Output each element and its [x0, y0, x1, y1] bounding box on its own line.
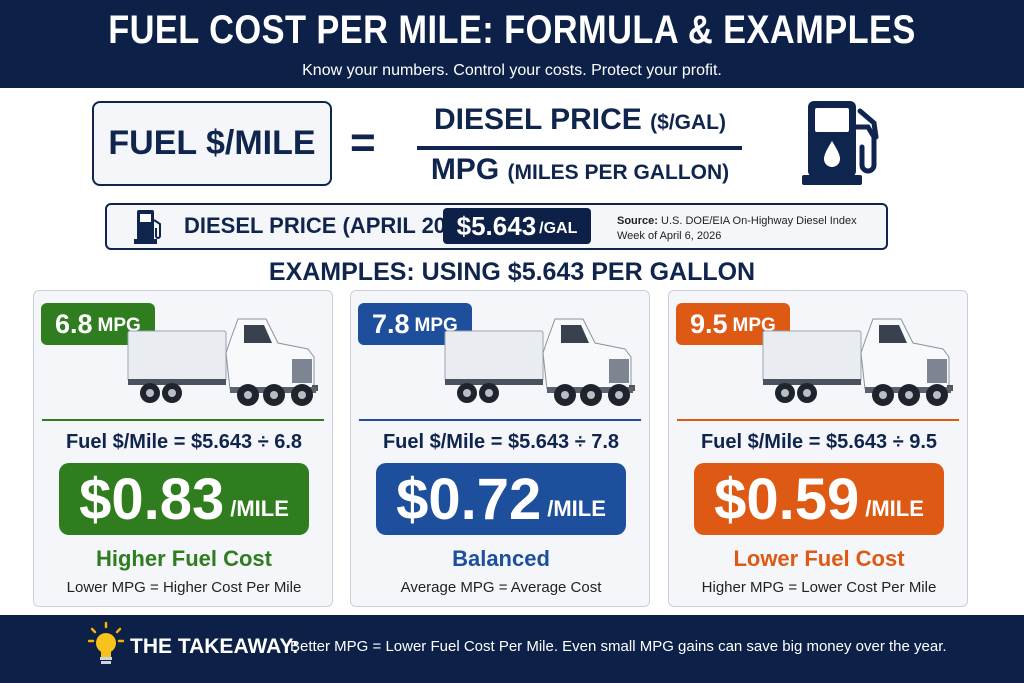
- divider: [42, 419, 324, 421]
- result-box: $0.59/MILE: [694, 463, 944, 535]
- fuel-pump-icon: [802, 101, 879, 185]
- truck-icon: [444, 318, 635, 406]
- equation: Fuel $/Mile = $5.643 ÷ 7.8: [382, 431, 620, 453]
- subtitle: Know your numbers. Control your costs. P…: [302, 62, 722, 79]
- mpg-unit: MPG: [97, 314, 141, 336]
- result-box: $0.83/MILE: [59, 463, 309, 535]
- example-card: 9.5 MPG Fuel $/Mile = $5.643 ÷ 9.5 $0.59/…: [668, 290, 968, 607]
- denominator-text: MPG: [430, 153, 500, 186]
- mpg-value: 6.8: [55, 308, 93, 339]
- denominator-unit: (MILES PER GALLON): [507, 161, 730, 184]
- source-label: Source:: [617, 215, 658, 227]
- result-unit: /MILE: [230, 496, 289, 521]
- mpg-value: 9.5: [690, 308, 728, 339]
- result-unit: /MILE: [865, 496, 924, 521]
- verdict: Lower Fuel Cost: [733, 546, 905, 571]
- price-value-box: $5.643/GAL: [443, 208, 591, 244]
- price-unit: /GAL: [539, 220, 578, 237]
- verdict: Higher Fuel Cost: [95, 546, 272, 571]
- example-card: 6.8 MPG Fuel $/Mile = $5.643 ÷ 6.8 $0.83/…: [33, 290, 333, 607]
- small-pump-icon: [134, 210, 161, 244]
- source-text: U.S. DOE/EIA On-Highway Diesel Index: [661, 215, 857, 227]
- mpg-badge: 6.8 MPG: [41, 303, 155, 345]
- result-box: $0.72/MILE: [376, 463, 626, 535]
- bulb-icon: [88, 621, 124, 664]
- result-value: $0.83: [79, 466, 225, 532]
- numerator: DIESEL PRICE ($/GAL): [420, 103, 740, 137]
- result-unit: /MILE: [547, 496, 606, 521]
- result-value: $0.59: [714, 466, 860, 532]
- header: [0, 0, 1024, 88]
- title: FUEL COST PER MILE: FORMULA & EXAMPLES: [108, 8, 916, 52]
- numerator-text: DIESEL PRICE: [433, 103, 642, 136]
- denominator: MPG (MILES PER GALLON): [420, 153, 740, 187]
- verdict: Balanced: [452, 546, 550, 571]
- note: Lower MPG = Higher Cost Per Mile: [66, 579, 302, 596]
- equation: Fuel $/Mile = $5.643 ÷ 6.8: [65, 431, 303, 453]
- note: Average MPG = Average Cost: [400, 579, 602, 596]
- equation: Fuel $/Mile = $5.643 ÷ 9.5: [700, 431, 938, 453]
- result-value: $0.72: [396, 466, 542, 532]
- divider: [359, 419, 641, 421]
- price-value: $5.643: [456, 210, 537, 241]
- examples-title: EXAMPLES: USING $5.643 PER GALLON: [268, 258, 756, 286]
- footer: [0, 615, 1024, 683]
- formula-left: FUEL $/MILE: [92, 101, 332, 186]
- equals-sign: =: [350, 118, 376, 167]
- numerator-unit: ($/GAL): [650, 111, 726, 134]
- fraction-line: [417, 146, 742, 150]
- takeaway-text: Better MPG = Lower Fuel Cost Per Mile. E…: [290, 638, 947, 655]
- note: Higher MPG = Lower Cost Per Mile: [701, 579, 937, 596]
- takeaway-label: THE TAKEAWAY:: [130, 635, 299, 658]
- source: Source: U.S. DOE/EIA On-Highway Diesel I…: [617, 214, 857, 244]
- mpg-unit: MPG: [414, 314, 458, 336]
- mpg-unit: MPG: [732, 314, 776, 336]
- mpg-value: 7.8: [372, 308, 410, 339]
- truck-icon: [762, 318, 953, 406]
- truck-icon: [127, 318, 318, 406]
- divider: [677, 419, 959, 421]
- price-label: DIESEL PRICE (APRIL 2026):: [184, 213, 486, 238]
- example-card: 7.8 MPG Fuel $/Mile = $5.643 ÷ 7.8 $0.72/…: [350, 290, 650, 607]
- source-week: Week of April 6, 2026: [617, 230, 722, 242]
